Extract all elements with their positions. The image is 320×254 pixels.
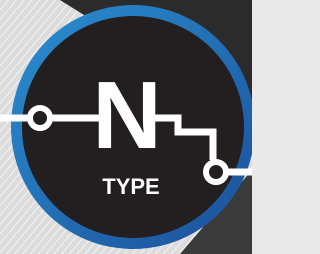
logo-label: TYPE xyxy=(102,174,159,199)
logo-letter: N xyxy=(92,62,161,169)
circuit-node-right xyxy=(206,162,226,182)
page: N TYPE (() => { const data = JSON.parse(… xyxy=(0,0,252,254)
circuit-node-left xyxy=(30,108,50,128)
logo: N TYPE xyxy=(0,0,252,254)
